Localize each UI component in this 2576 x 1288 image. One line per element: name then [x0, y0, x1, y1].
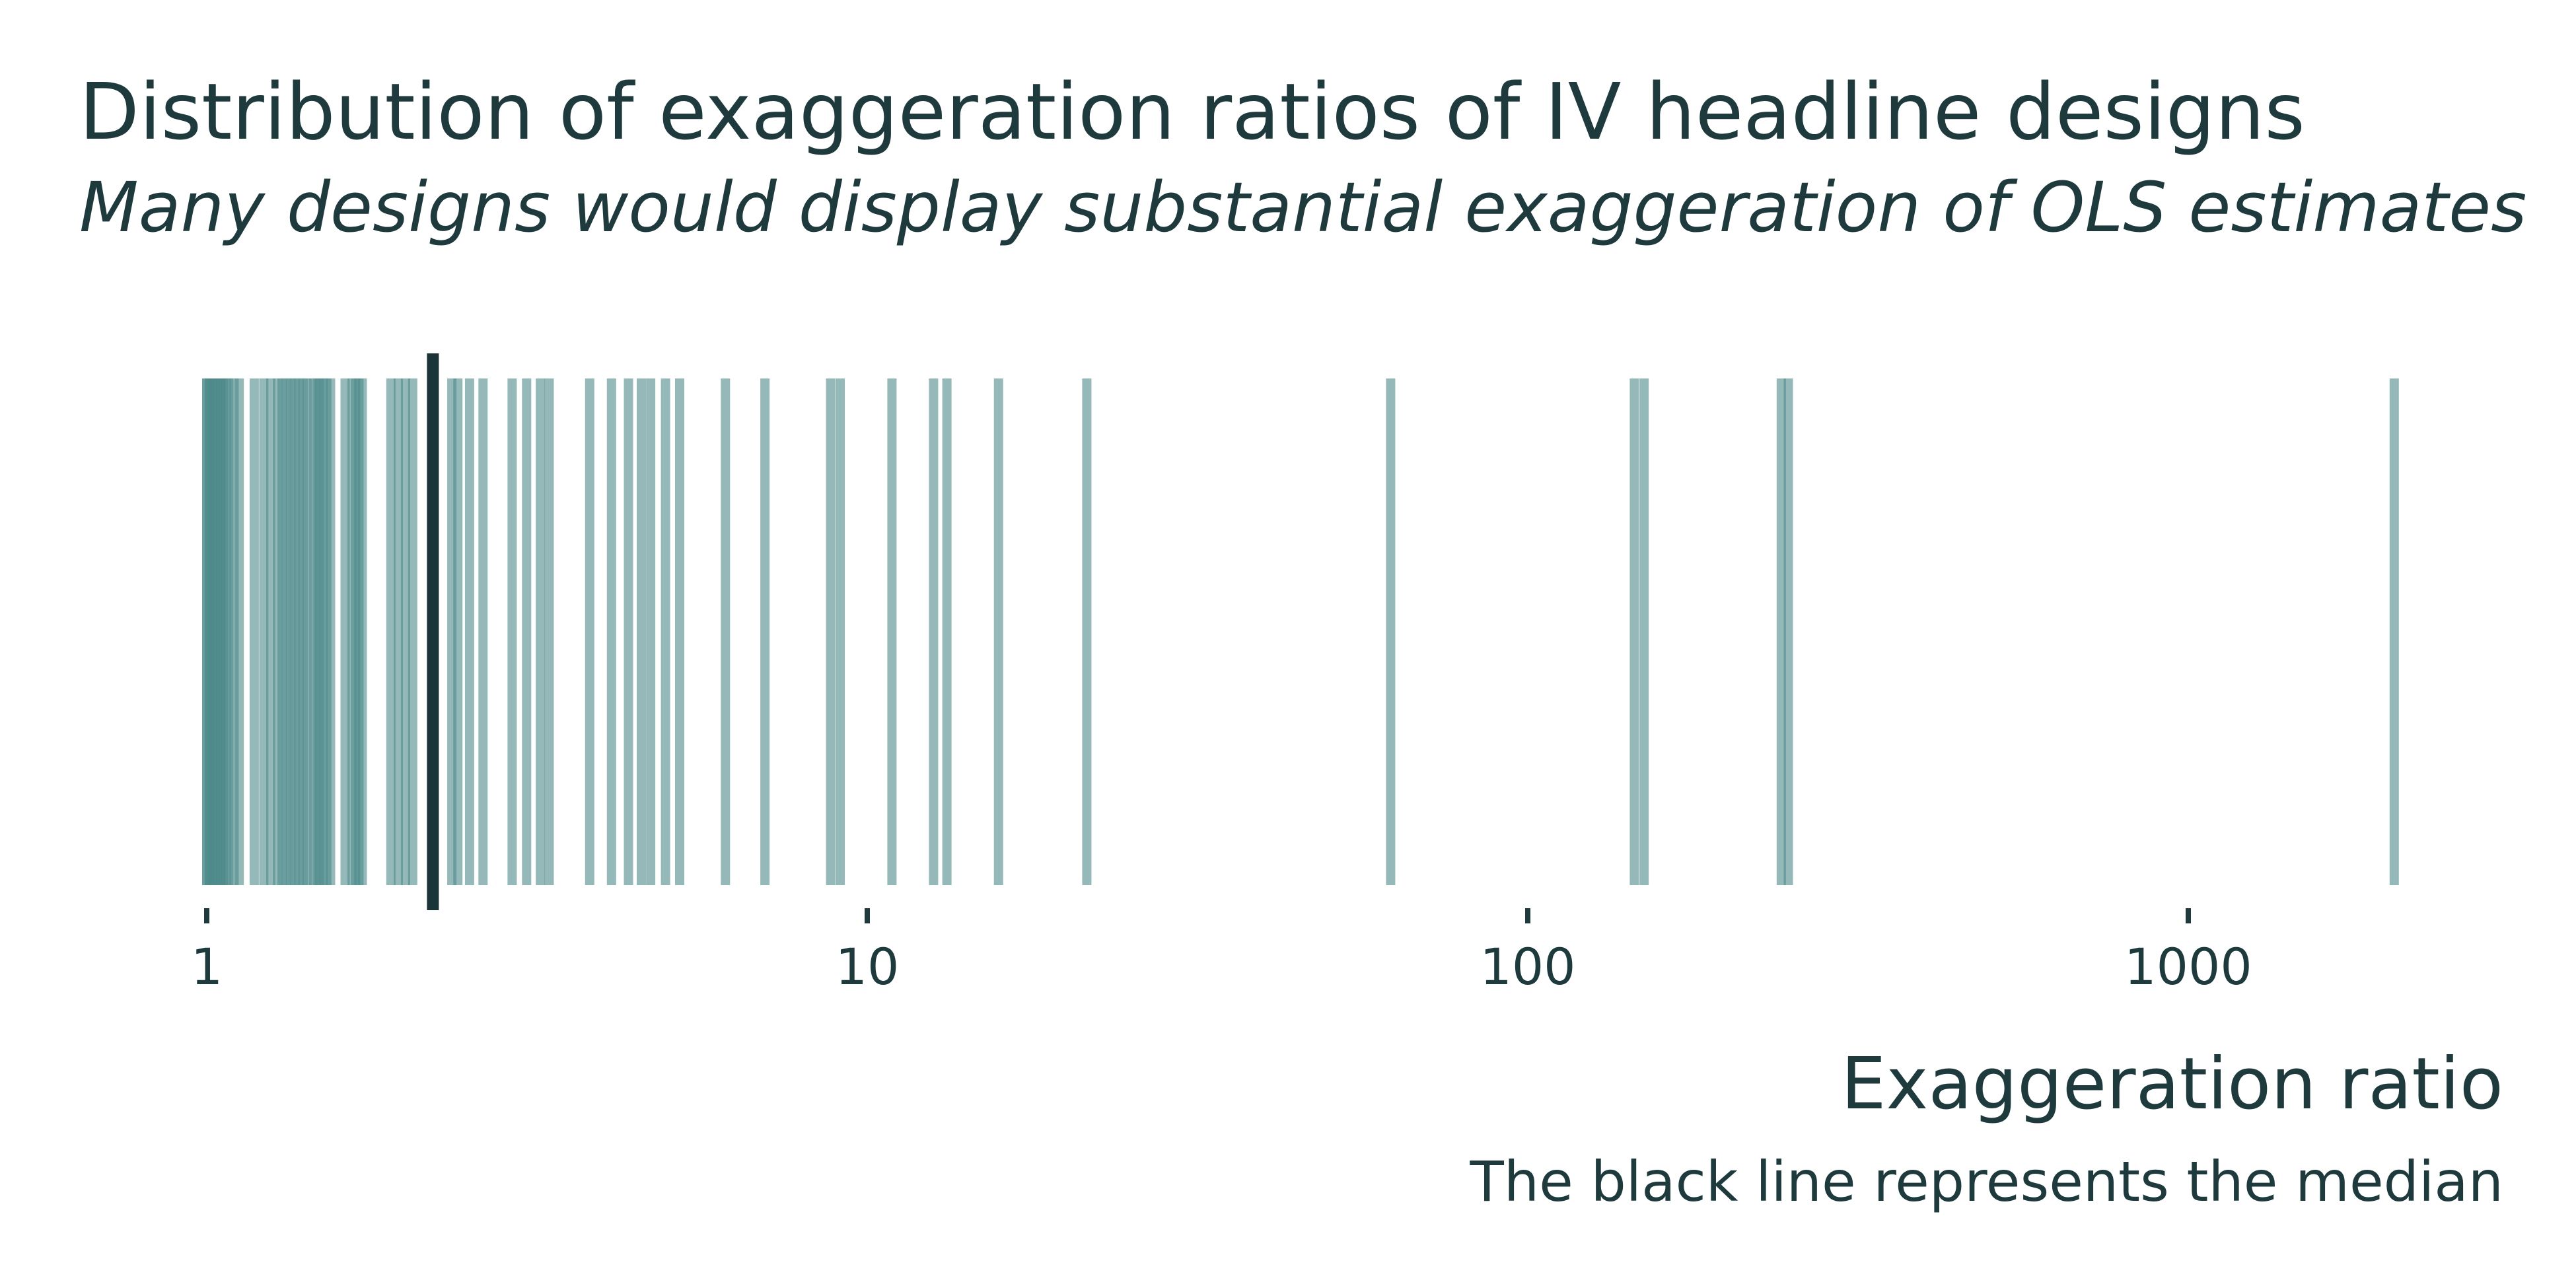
- x-tick-label: 1: [191, 937, 223, 996]
- rug-mark: [887, 378, 897, 885]
- rug-mark: [624, 378, 633, 885]
- x-tick-mark: [2186, 908, 2191, 923]
- rug-mark: [585, 378, 594, 885]
- rug-mark: [544, 378, 554, 885]
- x-tick-mark: [204, 908, 209, 923]
- x-tick-mark: [865, 908, 870, 923]
- median-group: [427, 353, 439, 910]
- rug-mark: [1783, 378, 1793, 885]
- rug-mark: [1639, 378, 1649, 885]
- x-axis-label: Exaggeration ratio: [1841, 1043, 2503, 1126]
- median-line: [427, 353, 439, 910]
- rug-mark: [464, 378, 474, 885]
- rug-mark: [536, 378, 546, 885]
- rug-mark: [760, 378, 770, 885]
- rug-mark: [836, 378, 845, 885]
- rug-mark: [606, 378, 616, 885]
- rug-mark: [401, 378, 410, 885]
- rug-mark: [340, 378, 350, 885]
- rug-mark: [942, 378, 952, 885]
- rug-mark: [2389, 378, 2399, 885]
- x-tick-label: 10: [836, 937, 900, 996]
- x-tick-label: 100: [1480, 937, 1575, 996]
- chart-subtitle: Many designs would display substantial e…: [79, 167, 2527, 248]
- rug-mark: [394, 378, 403, 885]
- rug-mark: [826, 378, 836, 885]
- rug-mark: [721, 378, 731, 885]
- rug-mark: [1082, 378, 1092, 885]
- rug-mark: [507, 378, 517, 885]
- rug-mark: [478, 378, 488, 885]
- rug-mark: [249, 378, 259, 885]
- x-tick-mark: [1525, 908, 1530, 923]
- chart-title: Distribution of exaggeration ratios of I…: [79, 66, 2305, 157]
- chart-caption: The black line represents the median: [1470, 1149, 2503, 1214]
- x-axis: 1 10 100 1000: [191, 908, 2252, 996]
- rug-mark: [522, 378, 532, 885]
- rug-mark: [326, 378, 336, 885]
- rug-mark: [646, 378, 656, 885]
- rug-mark: [637, 378, 646, 885]
- rug-mark: [386, 378, 396, 885]
- rug-mark: [408, 378, 417, 885]
- rug-mark: [929, 378, 939, 885]
- rug-mark: [453, 378, 463, 885]
- rug-marks: [202, 378, 2399, 885]
- rug-mark: [993, 378, 1003, 885]
- rug-mark: [1629, 378, 1639, 885]
- x-tick-label: 1000: [2124, 937, 2252, 996]
- rug-mark: [1386, 378, 1396, 885]
- rug-mark: [1776, 378, 1786, 885]
- rug-mark: [234, 378, 244, 885]
- rug-mark: [661, 378, 670, 885]
- rug-mark: [675, 378, 684, 885]
- rug-mark: [357, 378, 367, 885]
